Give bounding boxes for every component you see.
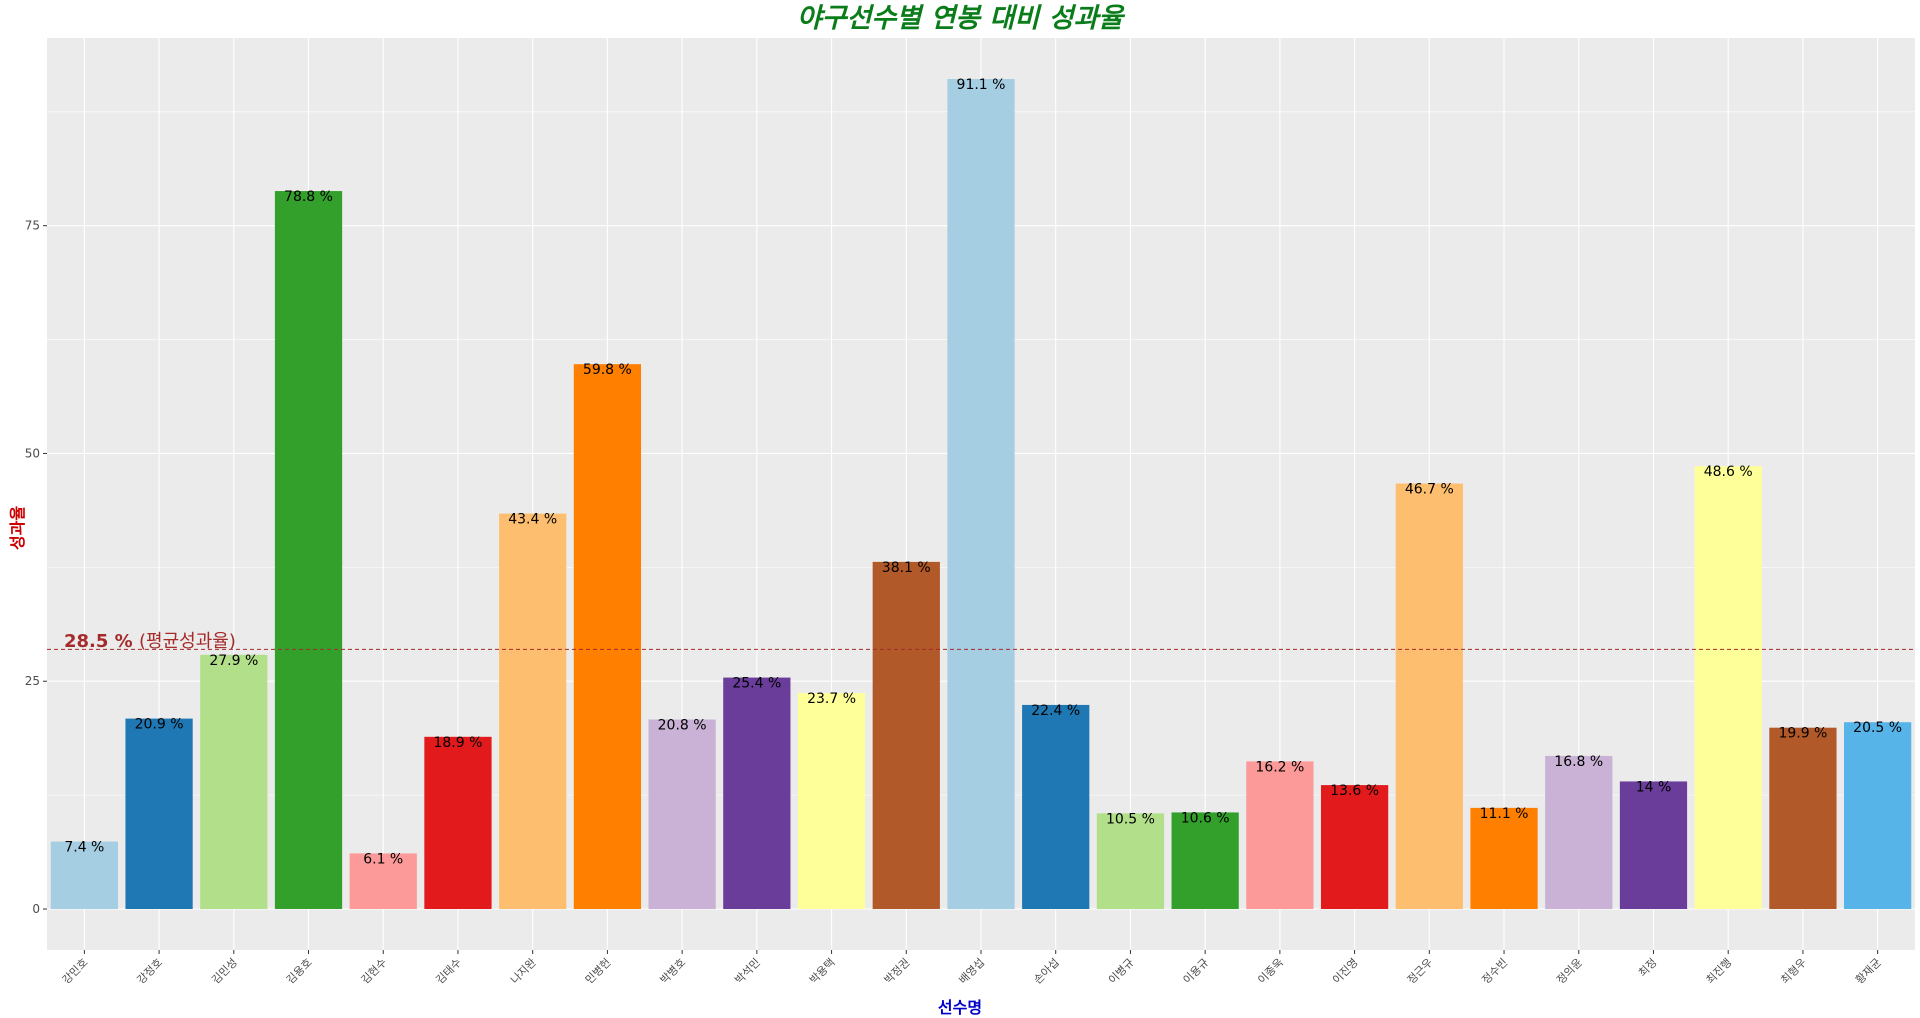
bar [1246, 761, 1314, 910]
bar [349, 853, 417, 910]
bar-value-label: 10.5 % [1106, 811, 1155, 827]
bar [797, 693, 866, 910]
bar [499, 513, 567, 910]
bar-value-label: 19.9 % [1778, 726, 1827, 742]
x-tick-label: 나지완 [508, 956, 539, 987]
x-tick-label: 김현수 [359, 956, 390, 987]
y-tick-label: 25 [25, 674, 40, 688]
bar-value-label: 43.4 % [508, 512, 557, 528]
bar [125, 718, 193, 910]
x-tick-label: 손아섭 [1031, 956, 1062, 987]
x-tick-label: 박정권 [882, 956, 913, 987]
bar [1545, 755, 1613, 910]
bar-value-label: 7.4 % [64, 840, 104, 856]
chart-title: 야구선수별 연봉 대비 성과율 [796, 3, 1124, 34]
bar [200, 654, 268, 910]
bar-value-label: 46.7 % [1405, 482, 1454, 498]
x-axis-ticks: 강민호 강정호 김민성 김용호 김현수 김태수 나지완 민병헌 박병호 박석민 박용택 박정권 배영섭 손… [60, 950, 1884, 987]
y-tick-label: 50 [25, 446, 40, 460]
x-tick-label: 강정호 [135, 956, 166, 987]
x-tick-label: 이용규 [1181, 956, 1212, 987]
x-axis-label: 선수명 [937, 998, 983, 1017]
bar-value-label: 48.6 % [1704, 464, 1753, 480]
bar-value-label: 38.1 % [882, 560, 931, 576]
bar [424, 736, 492, 910]
bar-value-label: 20.5 % [1853, 720, 1902, 736]
bar [947, 78, 1015, 910]
bar-value-label: 78.8 % [284, 189, 333, 205]
bar [1694, 466, 1762, 910]
bar [1470, 807, 1538, 910]
bar-value-label: 20.9 % [135, 717, 184, 733]
x-tick-label: 정수빈 [1479, 956, 1510, 987]
x-tick-label: 박용택 [807, 956, 838, 987]
bar-value-label: 14 % [1636, 779, 1672, 795]
bar [1395, 483, 1463, 910]
value-labels: 7.4 % 20.9 % 27.9 % 78.8 % 6.1 % 18.9 % 43.4 %… [64, 77, 1902, 867]
bar-value-label: 18.9 % [433, 735, 482, 751]
average-annotation: 28.5 % (평균성과율) [64, 627, 236, 653]
bar-value-label: 13.6 % [1330, 783, 1379, 799]
bar [1844, 722, 1912, 910]
bar-value-label: 10.6 % [1181, 810, 1230, 826]
bar-value-label: 11.1 % [1480, 806, 1529, 822]
bar [573, 364, 642, 910]
bar-value-label: 23.7 % [807, 691, 856, 707]
x-tick-label: 정의윤 [1554, 956, 1585, 987]
bar [872, 561, 940, 910]
bar [1619, 781, 1688, 910]
bar-value-label: 20.8 % [658, 717, 707, 733]
bar-value-label: 6.1 % [363, 851, 403, 867]
x-tick-label: 김태수 [433, 956, 464, 987]
average-annotation-value: 28.5 % [64, 631, 133, 653]
average-annotation-suffix: (평균성과율) [139, 631, 236, 653]
x-tick-label: 박석민 [732, 956, 763, 987]
x-tick-label: 박병호 [658, 956, 689, 987]
y-axis-ticks: 0 25 50 75 [25, 219, 47, 916]
x-tick-label: 이종욱 [1255, 956, 1286, 987]
x-tick-label: 황재균 [1853, 956, 1884, 987]
x-tick-label: 김민성 [209, 956, 240, 987]
bar [1022, 704, 1090, 910]
x-tick-label: 김용호 [284, 956, 315, 987]
bar-value-label: 91.1 % [957, 77, 1006, 93]
x-tick-label: 최진행 [1704, 956, 1735, 987]
bar [50, 841, 118, 910]
x-tick-label: 민병헌 [583, 956, 614, 987]
bar-value-label: 27.9 % [209, 653, 258, 669]
bar [723, 677, 791, 910]
bar-value-label: 59.8 % [583, 362, 632, 378]
y-axis-label: 성과율 [8, 505, 27, 550]
bar-value-label: 25.4 % [732, 676, 781, 692]
bar [1096, 813, 1165, 910]
x-tick-label: 최형우 [1778, 956, 1809, 987]
bar [648, 719, 716, 910]
bar-value-label: 16.2 % [1255, 759, 1304, 775]
bar [274, 191, 343, 910]
y-tick-label: 0 [32, 902, 40, 916]
x-tick-label: 이병규 [1106, 956, 1137, 987]
x-tick-label: 정근우 [1405, 956, 1436, 987]
bar [1320, 785, 1389, 910]
bar-value-label: 22.4 % [1031, 703, 1080, 719]
x-tick-label: 최정 [1636, 956, 1660, 980]
bar [1171, 812, 1239, 910]
x-tick-label: 이진영 [1330, 956, 1361, 987]
bar [1769, 727, 1837, 910]
y-tick-label: 75 [25, 219, 40, 233]
bar-value-label: 16.8 % [1554, 754, 1603, 770]
x-tick-label: 배영섭 [956, 956, 987, 987]
x-tick-label: 강민호 [60, 956, 91, 987]
bars [50, 78, 1912, 910]
